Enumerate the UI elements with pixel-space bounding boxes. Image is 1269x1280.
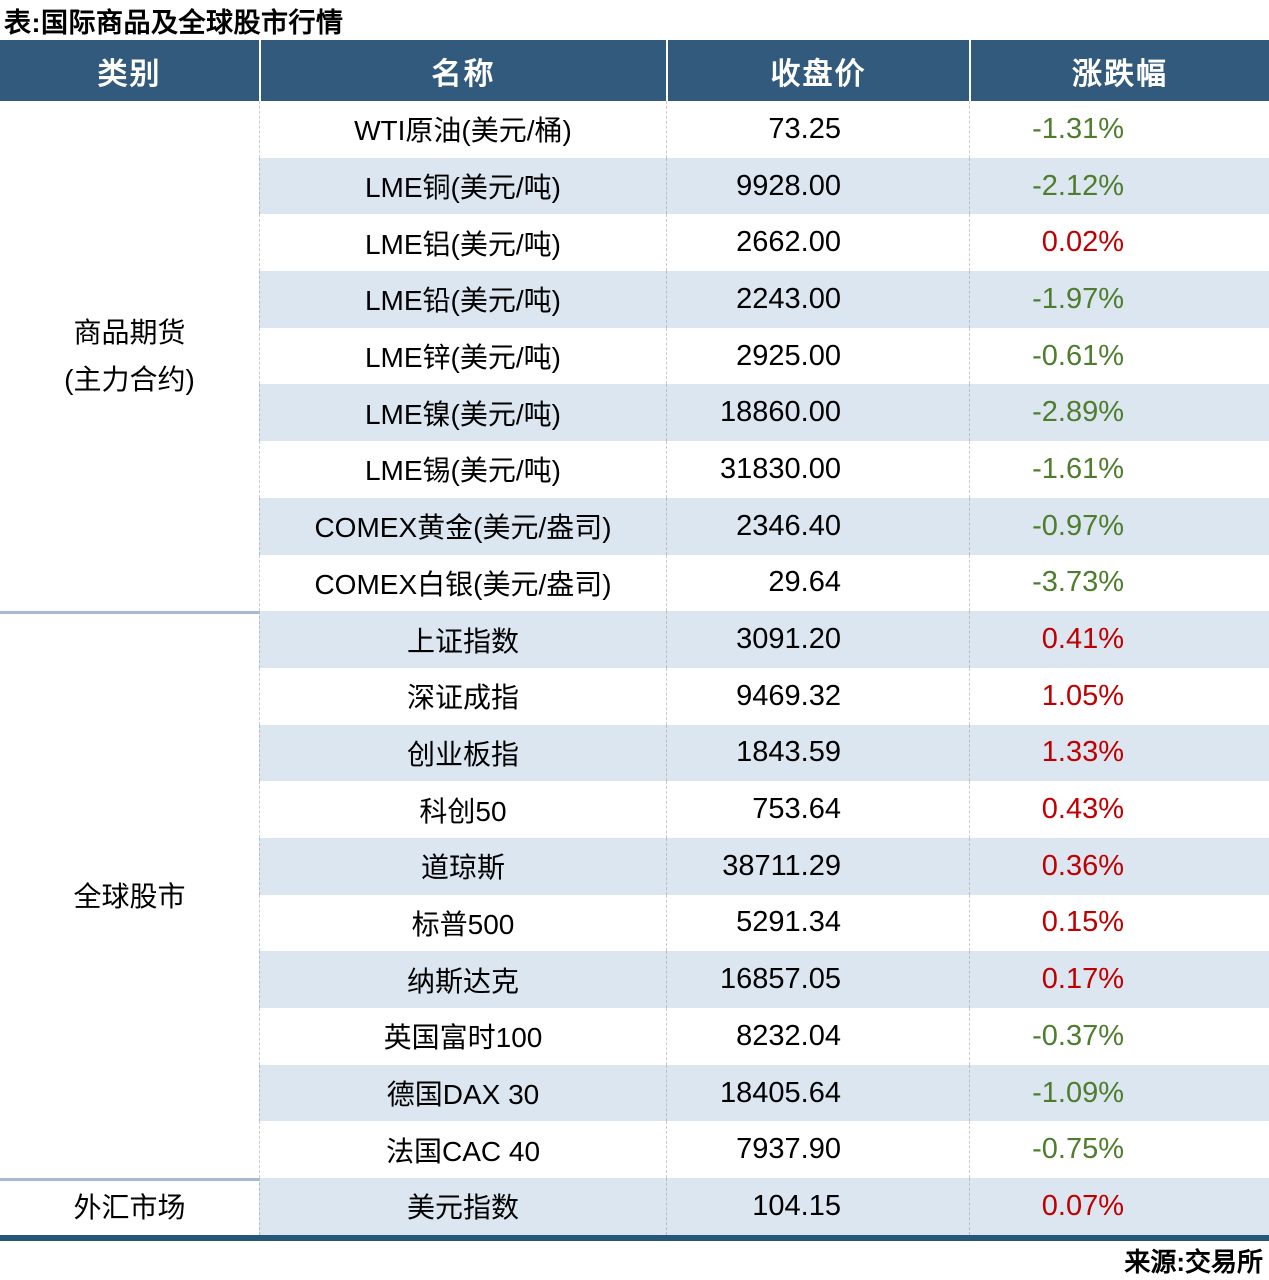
header-category: 类别 xyxy=(97,57,162,91)
category-label: (主力合约) xyxy=(64,364,195,396)
close-price-cell: 38711.29 xyxy=(666,837,969,895)
change-pct-cell: -0.61% xyxy=(969,327,1269,385)
header-name: 名称 xyxy=(259,40,666,101)
change-pct-cell: 1.05% xyxy=(969,667,1269,725)
change-pct-cell: -3.73% xyxy=(969,554,1269,612)
name-cell: 美元指数 xyxy=(259,1178,666,1235)
close-price-cell: 31830.00 xyxy=(666,441,969,498)
name-cell: COMEX黄金(美元/盎司) xyxy=(259,497,666,555)
table-bottom-border xyxy=(0,1234,1269,1241)
name-cell: 创业板指 xyxy=(259,724,666,782)
name-cell: 道琼斯 xyxy=(259,837,666,895)
close-price-cell: 7937.90 xyxy=(666,1121,969,1179)
close-price-cell: 18405.64 xyxy=(666,1064,969,1122)
category-cell: 全球股市 xyxy=(0,611,259,1179)
close-price-cell: 73.25 xyxy=(666,101,969,158)
close-price-cell: 2346.40 xyxy=(666,497,969,555)
table-title: 表:国际商品及全球股市行情 xyxy=(4,7,344,38)
close-price-cell: 9469.32 xyxy=(666,667,969,725)
name-cell: LME铜(美元/吨) xyxy=(259,157,666,215)
change-pct-cell: -0.97% xyxy=(969,497,1269,555)
change-pct-cell: 0.41% xyxy=(969,611,1269,668)
close-price-cell: 16857.05 xyxy=(666,951,969,1008)
close-price-cell: 18860.00 xyxy=(666,384,969,442)
name-cell: COMEX白银(美元/盎司) xyxy=(259,554,666,612)
close-price-cell: 2925.00 xyxy=(666,327,969,385)
table-body: 商品期货 (主力合约) WTI原油(美元/桶) 73.25 -1.31% LME铜(美元/… xyxy=(0,101,1269,1235)
change-pct-cell: 0.02% xyxy=(969,214,1269,272)
change-pct-cell: -2.89% xyxy=(969,384,1269,442)
name-cell: LME铅(美元/吨) xyxy=(259,271,666,328)
category-label: 全球股市 xyxy=(73,880,186,912)
category-label: 外汇市场 xyxy=(73,1192,186,1224)
name-cell: 上证指数 xyxy=(259,611,666,668)
change-pct-cell: -1.97% xyxy=(969,271,1269,328)
name-cell: 法国CAC 40 xyxy=(259,1121,666,1179)
change-pct-cell: 0.36% xyxy=(969,837,1269,895)
name-cell: LME锡(美元/吨) xyxy=(259,441,666,498)
close-price-cell: 2243.00 xyxy=(666,271,969,328)
name-cell: 英国富时100 xyxy=(259,1008,666,1065)
name-cell: LME锌(美元/吨) xyxy=(259,327,666,385)
change-pct-cell: 0.43% xyxy=(969,781,1269,838)
close-price-cell: 9928.00 xyxy=(666,157,969,215)
table-header-row: 类别 名称 收盘价 涨跌幅 xyxy=(0,40,1269,101)
change-pct-cell: -1.61% xyxy=(969,441,1269,498)
name-cell: 标普500 xyxy=(259,894,666,952)
category-label: 商品期货 xyxy=(73,317,186,349)
name-cell: 科创50 xyxy=(259,781,666,838)
name-cell: 德国DAX 30 xyxy=(259,1064,666,1122)
change-pct-cell: 0.07% xyxy=(969,1178,1269,1235)
close-price-cell: 2662.00 xyxy=(666,214,969,272)
close-price-cell: 1843.59 xyxy=(666,724,969,782)
change-pct-cell: 0.15% xyxy=(969,894,1269,952)
source-note: 来源:交易所 xyxy=(1124,1246,1263,1277)
quotes-table: 类别 名称 收盘价 涨跌幅 商品期货 (主力合约) WTI原油(美元/桶) 73.25… xyxy=(0,40,1269,1241)
header-change-pct: 涨跌幅 xyxy=(969,40,1269,101)
category-cell: 商品期货 (主力合约) xyxy=(0,101,259,612)
close-price-cell: 8232.04 xyxy=(666,1008,969,1065)
name-cell: 纳斯达克 xyxy=(259,951,666,1008)
close-price-cell: 104.15 xyxy=(666,1178,969,1235)
category-cell: 外汇市场 xyxy=(0,1178,259,1235)
name-cell: WTI原油(美元/桶) xyxy=(259,101,666,158)
change-pct-cell: -1.09% xyxy=(969,1064,1269,1122)
change-pct-cell: -2.12% xyxy=(969,157,1269,215)
close-price-cell: 5291.34 xyxy=(666,894,969,952)
header-close-price: 收盘价 xyxy=(666,40,969,101)
close-price-cell: 29.64 xyxy=(666,554,969,612)
close-price-cell: 3091.20 xyxy=(666,611,969,668)
name-cell: LME铝(美元/吨) xyxy=(259,214,666,272)
name-cell: LME镍(美元/吨) xyxy=(259,384,666,442)
close-price-cell: 753.64 xyxy=(666,781,969,838)
name-cell: 深证成指 xyxy=(259,667,666,725)
change-pct-cell: 0.17% xyxy=(969,951,1269,1008)
change-pct-cell: -0.75% xyxy=(969,1121,1269,1179)
change-pct-cell: -0.37% xyxy=(969,1008,1269,1065)
change-pct-cell: -1.31% xyxy=(969,101,1269,158)
change-pct-cell: 1.33% xyxy=(969,724,1269,782)
